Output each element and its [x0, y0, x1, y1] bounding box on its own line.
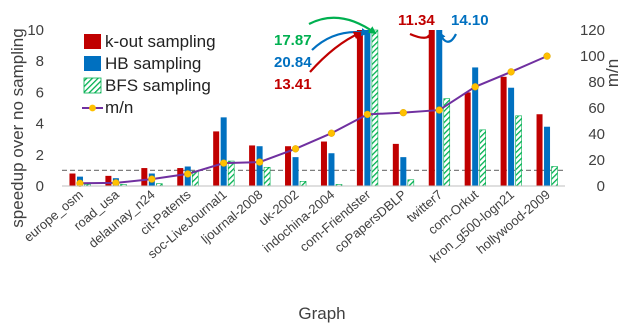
y2-tick-label: 20 — [588, 152, 605, 169]
point-m-n-uk-2002 — [291, 145, 300, 153]
y2-tick-label: 0 — [597, 178, 605, 195]
point-m-n-hollywood-2009 — [543, 52, 551, 60]
y2-tick-label: 60 — [588, 100, 605, 117]
annotation-hb-sampling-com-friendster: 20.84 — [274, 54, 312, 71]
legend-swatch-bfs-sampling — [83, 77, 102, 94]
legend-swatch-k-out-sampling — [84, 34, 101, 49]
x-axis-title: Graph — [298, 304, 345, 323]
bar-hb-sampling-soc-livejournal1 — [220, 117, 227, 186]
y-tick-label: 2 — [36, 147, 44, 164]
bar-hb-sampling-copapersdblp — [400, 157, 407, 186]
bar-bfs-sampling-cit-patents — [191, 170, 199, 187]
bar-k-out-sampling-delaunay-n24 — [141, 168, 148, 186]
y-axis-title: speedup over no sampling — [8, 28, 27, 227]
line-m-n — [79, 55, 548, 185]
point-m-n-cit-patents — [184, 170, 192, 178]
annotation-arrow-hb-sampling-twitter7 — [438, 31, 457, 43]
bar-k-out-sampling-road-usa — [105, 175, 112, 186]
legend-label-m-n: m/n — [105, 98, 133, 117]
y2-tick-label: 120 — [580, 22, 605, 39]
bar-k-out-sampling-uk-2002 — [285, 146, 292, 186]
bar-k-out-sampling-copapersdblp — [392, 143, 399, 186]
point-m-n-soc-livejournal1 — [220, 159, 228, 167]
point-m-n-copapersdblp — [399, 109, 407, 117]
legend-swatch-hb-sampling — [84, 56, 101, 71]
legend-label-k-out-sampling: k-out sampling — [105, 32, 216, 51]
annotation-arrow-k-out-sampling-com-friendster — [309, 31, 362, 73]
y2-axis-title: m/n — [603, 59, 622, 87]
point-m-n-europe-osm — [76, 179, 84, 187]
bar-bfs-sampling-copapersdblp — [407, 179, 415, 187]
bar-hb-sampling-com-orkut — [472, 67, 479, 186]
point-m-n-delaunay-n24 — [148, 175, 156, 183]
annotation-arrow-k-out-sampling-twitter7 — [409, 31, 434, 41]
bar-hb-sampling-hollywood-2009 — [544, 126, 551, 186]
y2-tick-label: 40 — [588, 126, 605, 143]
bar-k-out-sampling-kron-g500-logn21 — [500, 76, 507, 186]
bar-bfs-sampling-soc-livejournal1 — [227, 160, 235, 187]
point-m-n-kron-g500-logn21 — [507, 68, 515, 76]
point-m-n-twitter7 — [435, 106, 443, 114]
bar-bfs-sampling-kron-g500-logn21 — [515, 115, 522, 187]
y2-tick-label: 100 — [580, 48, 605, 65]
y-tick-label: 6 — [36, 84, 44, 101]
annotation-hb-sampling-twitter7: 14.10 — [451, 12, 489, 29]
point-m-n-com-friendster — [363, 110, 372, 119]
bar-k-out-sampling-europe-osm — [69, 173, 76, 186]
annotation-k-out-sampling-com-friendster: 13.41 — [274, 76, 312, 93]
point-m-n-indochina-2004 — [327, 129, 336, 137]
bar-k-out-sampling-cit-patents — [177, 168, 184, 186]
bar-bfs-sampling-com-friendster — [371, 29, 379, 187]
legend-label-bfs-sampling: BFS sampling — [105, 76, 211, 95]
annotation-bfs-sampling-com-friendster: 17.87 — [274, 32, 312, 49]
point-m-n-com-orkut — [471, 83, 479, 91]
bar-k-out-sampling-ljournal-2008 — [249, 145, 256, 186]
bar-bfs-sampling-ljournal-2008 — [263, 166, 271, 187]
bar-bfs-sampling-uk-2002 — [299, 181, 307, 187]
bar-hb-sampling-ljournal-2008 — [256, 146, 263, 186]
bar-k-out-sampling-hollywood-2009 — [536, 114, 543, 186]
bar-k-out-sampling-com-orkut — [464, 92, 471, 186]
y-tick-label: 8 — [36, 53, 44, 70]
annotation-k-out-sampling-twitter7: 11.34 — [398, 12, 435, 29]
bar-hb-sampling-kron-g500-logn21 — [508, 87, 515, 186]
bar-hb-sampling-uk-2002 — [292, 157, 299, 186]
bar-bfs-sampling-twitter7 — [443, 98, 451, 187]
bar-bfs-sampling-com-orkut — [479, 129, 486, 187]
y-tick-label: 10 — [27, 22, 44, 39]
bar-k-out-sampling-twitter7 — [428, 30, 435, 186]
bar-k-out-sampling-soc-livejournal1 — [213, 131, 220, 186]
legend-label-hb-sampling: HB sampling — [105, 54, 201, 73]
bar-k-out-sampling-indochina-2004 — [320, 141, 327, 186]
bar-k-out-sampling-com-friendster — [356, 30, 363, 186]
point-m-n-road-usa — [112, 179, 120, 187]
y-tick-label: 0 — [36, 178, 44, 195]
legend-marker-m-n — [89, 104, 96, 112]
y2-tick-label: 80 — [588, 74, 605, 91]
bar-hb-sampling-indochina-2004 — [328, 153, 335, 186]
y-tick-label: 4 — [36, 116, 44, 133]
annotation-arrow-hb-sampling-com-friendster — [311, 28, 370, 51]
bar-hb-sampling-com-friendster — [364, 30, 371, 186]
point-m-n-ljournal-2008 — [255, 158, 264, 166]
bar-bfs-sampling-hollywood-2009 — [551, 166, 558, 187]
